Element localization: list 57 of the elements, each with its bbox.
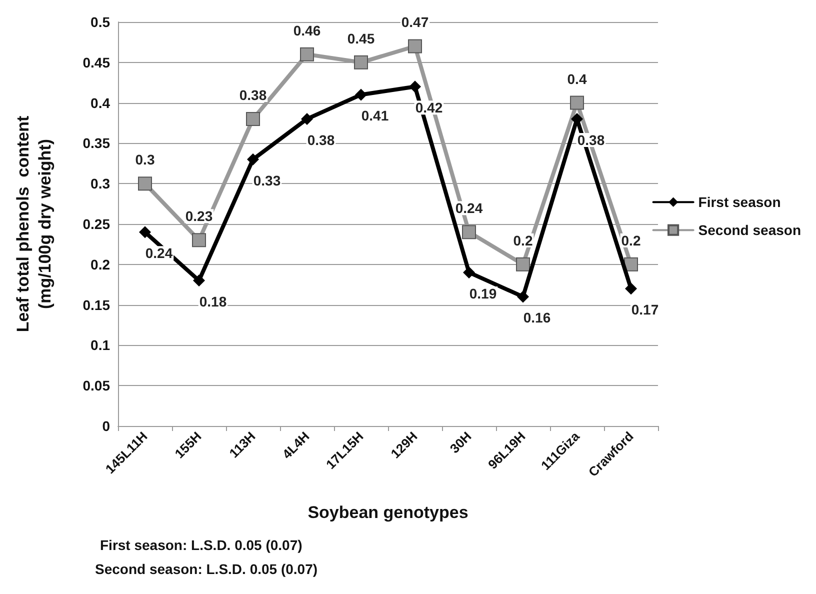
data-label: 0.46 bbox=[293, 22, 321, 38]
point bbox=[517, 290, 529, 303]
y-tick-label: 0.1 bbox=[90, 337, 110, 354]
y-tick-label: 0 bbox=[102, 418, 110, 434]
point bbox=[624, 257, 638, 272]
data-label: 0.41 bbox=[361, 108, 389, 124]
text: Second season: L.S.D. 0.05 (0.07) bbox=[95, 561, 318, 577]
legend-label: Second season bbox=[698, 222, 801, 238]
y-axis-title: Leaf total phenols content (mg/100g dry weight) bbox=[14, 116, 54, 332]
data-label: 0.38 bbox=[307, 132, 335, 148]
y-tick-label: 0.5 bbox=[90, 14, 110, 30]
point bbox=[300, 47, 314, 62]
point bbox=[301, 112, 313, 125]
point bbox=[409, 80, 421, 93]
data-label: 0.2 bbox=[513, 232, 533, 248]
data-label: 0.24 bbox=[145, 245, 173, 262]
point bbox=[247, 153, 259, 166]
data-label: 0.23 bbox=[185, 208, 213, 224]
data-label: 0.4 bbox=[567, 70, 587, 87]
point bbox=[516, 257, 530, 272]
data-label: 0.2 bbox=[621, 232, 641, 248]
data-label: 0.18 bbox=[199, 294, 227, 310]
data-label: 0.33 bbox=[253, 172, 281, 188]
y-tick-label: 0.4 bbox=[90, 94, 110, 111]
data-label: 0.16 bbox=[523, 310, 551, 326]
data-label: 0.24 bbox=[455, 200, 483, 216]
point bbox=[625, 282, 637, 295]
data-label: 0.38 bbox=[239, 86, 267, 103]
data-label: 0.47 bbox=[401, 14, 429, 30]
data-label: 0.45 bbox=[347, 30, 375, 46]
data-label: 0.19 bbox=[469, 285, 497, 302]
y-tick-label: 0.45 bbox=[82, 54, 110, 70]
y-tick-label: 0.35 bbox=[82, 135, 110, 152]
data-label: 0.17 bbox=[631, 302, 659, 318]
x-tick-label: 30H bbox=[446, 428, 474, 456]
point bbox=[463, 266, 475, 278]
point bbox=[246, 112, 260, 126]
data-label: 0.42 bbox=[415, 100, 443, 116]
point bbox=[139, 226, 151, 238]
y-tick-label: 0.05 bbox=[82, 378, 110, 394]
data-label: 0.38 bbox=[577, 132, 605, 148]
point bbox=[193, 274, 205, 287]
text: First season: L.S.D. 0.05 (0.07) bbox=[100, 537, 302, 553]
y-tick-label: 0.25 bbox=[82, 216, 110, 232]
data-label: 0.3 bbox=[135, 152, 155, 168]
point bbox=[192, 233, 206, 248]
y-tick-label: 0.3 bbox=[90, 176, 110, 192]
point bbox=[570, 96, 584, 110]
point bbox=[354, 55, 368, 70]
point bbox=[408, 39, 422, 54]
x-axis-title: Soybean genotypes bbox=[308, 503, 468, 522]
legend-label: First season bbox=[698, 194, 781, 210]
point bbox=[138, 176, 152, 191]
point bbox=[462, 225, 476, 240]
point bbox=[355, 88, 367, 101]
y-tick-label: 0.15 bbox=[82, 296, 110, 313]
y-tick-label: 0.2 bbox=[90, 256, 110, 272]
